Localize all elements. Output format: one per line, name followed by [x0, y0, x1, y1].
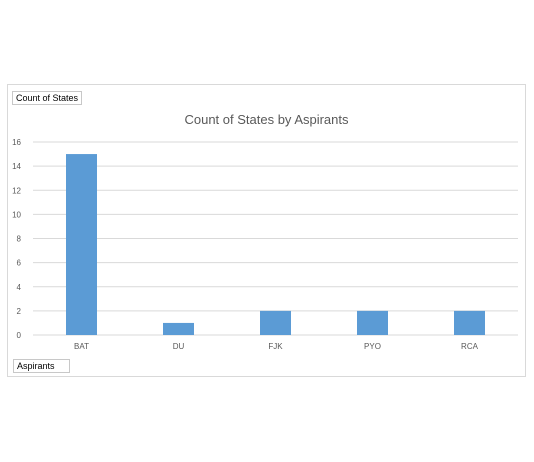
x-tick-label: RCA	[461, 342, 479, 351]
value-field-button[interactable]: Count of States	[12, 91, 83, 105]
bar-chart: 0 2 4 6 8 10 12 14 16 BAT DU FJK PYO RCA	[12, 138, 518, 351]
y-tick-label: 12	[12, 186, 21, 195]
chart-area: Count of States Count of States by Aspir…	[7, 84, 526, 377]
y-tick-label: 2	[17, 307, 22, 316]
x-tick-label: FJK	[268, 342, 283, 351]
bar-rca[interactable]	[454, 310, 485, 335]
y-tick-label: 10	[12, 210, 21, 219]
x-tick-label: BAT	[74, 342, 89, 351]
x-tick-label: PYO	[364, 342, 381, 351]
bar-pyo[interactable]	[357, 310, 388, 335]
x-tick-label: DU	[173, 342, 185, 351]
bar-bat[interactable]	[66, 154, 97, 335]
bar-fjk[interactable]	[260, 310, 291, 335]
y-tick-label: 14	[12, 162, 21, 171]
y-tick-label: 6	[17, 259, 22, 268]
chart-title: Count of States by Aspirants	[184, 112, 349, 127]
y-tick-label: 16	[12, 138, 21, 147]
axis-field-button[interactable]: Aspirants	[13, 359, 70, 373]
y-tick-label: 0	[17, 331, 22, 340]
y-tick-label: 8	[17, 235, 22, 244]
bar-du[interactable]	[163, 322, 194, 335]
y-tick-label: 4	[17, 283, 22, 292]
